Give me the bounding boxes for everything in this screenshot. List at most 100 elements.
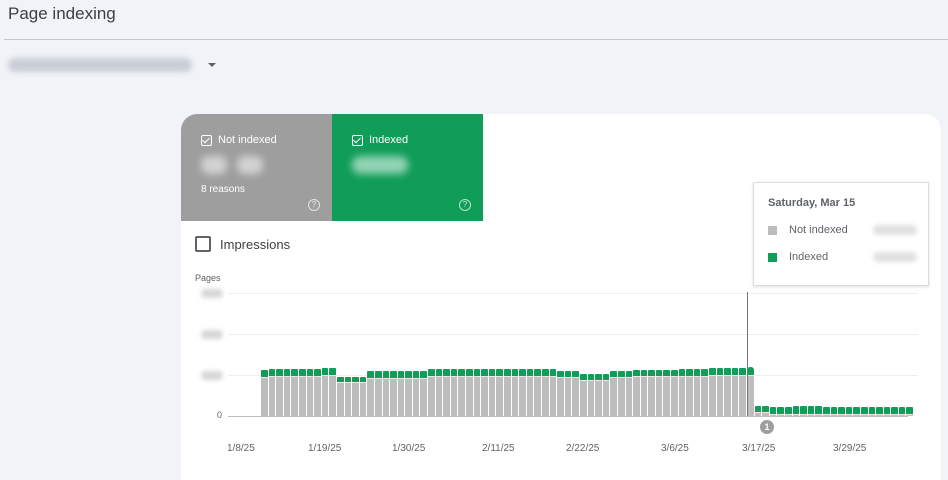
bar[interactable] xyxy=(443,368,450,416)
bar-segment-indexed xyxy=(595,373,602,380)
bar[interactable] xyxy=(671,369,678,416)
annotation-marker[interactable]: 1 xyxy=(760,420,774,434)
bar[interactable] xyxy=(731,368,739,416)
bar[interactable] xyxy=(314,368,321,416)
bar[interactable] xyxy=(769,407,777,416)
bar[interactable] xyxy=(519,368,526,416)
bar[interactable] xyxy=(321,368,329,416)
bar[interactable] xyxy=(678,368,686,416)
bar[interactable] xyxy=(648,369,655,416)
bar[interactable] xyxy=(655,369,663,416)
bar[interactable] xyxy=(587,373,595,416)
bar[interactable] xyxy=(397,371,405,416)
property-selector[interactable] xyxy=(8,58,216,72)
bar[interactable] xyxy=(336,377,344,416)
bar[interactable] xyxy=(329,368,336,416)
bar[interactable] xyxy=(488,368,496,416)
tile-indexed[interactable]: Indexed ? xyxy=(332,114,483,221)
bar[interactable] xyxy=(534,368,541,416)
bar[interactable] xyxy=(876,406,883,416)
bar[interactable] xyxy=(564,370,572,416)
bar[interactable] xyxy=(845,406,853,416)
bar[interactable] xyxy=(466,368,473,416)
bar[interactable] xyxy=(906,406,914,416)
bar[interactable] xyxy=(374,371,382,416)
bar[interactable] xyxy=(344,377,352,416)
bar[interactable] xyxy=(306,368,314,416)
bar[interactable] xyxy=(276,368,283,416)
bar[interactable] xyxy=(883,406,891,416)
bar[interactable] xyxy=(390,371,397,416)
bar[interactable] xyxy=(268,368,276,416)
bar[interactable] xyxy=(898,406,906,416)
bar[interactable] xyxy=(830,406,838,416)
bar[interactable] xyxy=(511,368,519,416)
bar[interactable] xyxy=(572,370,579,416)
bar[interactable] xyxy=(557,370,564,416)
bar[interactable] xyxy=(261,370,268,416)
bar[interactable] xyxy=(633,369,640,416)
impressions-toggle[interactable]: Impressions xyxy=(195,236,290,252)
bar[interactable] xyxy=(822,406,830,416)
bar[interactable] xyxy=(412,371,420,416)
bar[interactable] xyxy=(747,366,754,416)
checkbox-checked-icon[interactable] xyxy=(201,134,212,146)
bar[interactable] xyxy=(367,371,374,416)
bar[interactable] xyxy=(724,368,731,416)
bar[interactable] xyxy=(420,371,428,416)
bar-segment-not-indexed xyxy=(352,382,359,416)
bar[interactable] xyxy=(579,373,587,416)
bar[interactable] xyxy=(663,369,671,416)
bar[interactable] xyxy=(860,406,868,416)
bar[interactable] xyxy=(891,406,898,416)
bar[interactable] xyxy=(640,369,648,416)
bar[interactable] xyxy=(602,373,610,416)
help-circle-icon[interactable]: ? xyxy=(308,199,320,211)
bar[interactable] xyxy=(291,368,298,416)
bar[interactable] xyxy=(792,406,800,416)
help-circle-icon[interactable]: ? xyxy=(459,199,471,211)
bar[interactable] xyxy=(853,406,860,416)
tile-not-indexed[interactable]: Not indexed 8 reasons ? xyxy=(181,114,332,221)
bar[interactable] xyxy=(473,368,481,416)
bar[interactable] xyxy=(709,368,716,416)
bar[interactable] xyxy=(298,368,306,416)
bar[interactable] xyxy=(686,368,693,416)
stacked-bars[interactable] xyxy=(261,114,914,416)
bar[interactable] xyxy=(807,406,815,416)
bar[interactable] xyxy=(435,368,443,416)
bar[interactable] xyxy=(701,368,709,416)
bar[interactable] xyxy=(625,370,633,416)
bar-segment-not-indexed xyxy=(344,382,352,416)
bar[interactable] xyxy=(352,377,359,416)
bar[interactable] xyxy=(450,368,458,416)
bar[interactable] xyxy=(777,407,784,416)
bar[interactable] xyxy=(754,406,762,416)
bar[interactable] xyxy=(541,368,549,416)
bar[interactable] xyxy=(693,368,701,416)
bar[interactable] xyxy=(496,368,503,416)
bar[interactable] xyxy=(481,368,488,416)
checkbox-checked-icon[interactable] xyxy=(352,134,363,146)
bar[interactable] xyxy=(762,406,769,416)
bar[interactable] xyxy=(739,368,746,416)
bar[interactable] xyxy=(716,368,724,416)
bar[interactable] xyxy=(868,406,876,416)
bar[interactable] xyxy=(549,368,557,416)
bar[interactable] xyxy=(595,373,602,416)
bar[interactable] xyxy=(838,406,845,416)
bar[interactable] xyxy=(800,406,807,416)
bar[interactable] xyxy=(283,368,291,416)
bar[interactable] xyxy=(359,377,367,416)
bar[interactable] xyxy=(458,368,466,416)
bar[interactable] xyxy=(610,370,617,416)
bar[interactable] xyxy=(526,368,534,416)
bar[interactable] xyxy=(784,407,792,416)
bar[interactable] xyxy=(504,368,511,416)
bar[interactable] xyxy=(428,368,435,416)
checkbox-unchecked-icon[interactable] xyxy=(195,236,211,252)
bar[interactable] xyxy=(617,370,625,416)
bar[interactable] xyxy=(405,371,412,416)
bar[interactable] xyxy=(382,371,390,416)
bar[interactable] xyxy=(815,406,822,416)
